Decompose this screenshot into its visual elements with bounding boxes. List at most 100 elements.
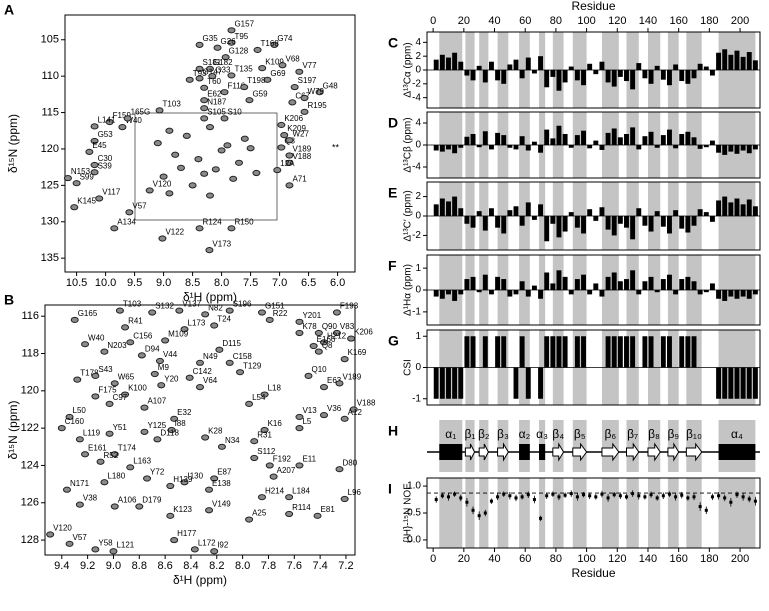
peak-label: G128 xyxy=(229,46,249,55)
bar xyxy=(470,276,476,290)
peak-label: Y58 xyxy=(98,539,113,548)
peak xyxy=(167,426,176,434)
peak xyxy=(270,41,279,48)
bar xyxy=(562,70,568,83)
peak xyxy=(210,475,219,482)
bar xyxy=(728,54,734,70)
x-tick-label: 140 xyxy=(639,15,657,27)
peak-label: K28 xyxy=(208,427,223,436)
peak xyxy=(177,164,185,171)
peak xyxy=(295,318,304,325)
bar xyxy=(740,56,746,70)
noe-point xyxy=(600,492,604,496)
bar xyxy=(728,290,734,297)
peak xyxy=(227,27,236,34)
noe-point xyxy=(446,495,450,499)
structure-shade xyxy=(572,478,587,548)
x-tick-label: 40 xyxy=(488,553,500,565)
peak xyxy=(155,357,164,365)
noe-point xyxy=(649,493,653,497)
peak xyxy=(349,406,358,413)
noe-point xyxy=(539,516,543,520)
bar xyxy=(525,290,531,297)
x-tick-label: 8.0 xyxy=(214,277,229,289)
peak-label: S43 xyxy=(98,365,113,374)
peak-label: E161 xyxy=(88,443,107,452)
x-tick-label: 180 xyxy=(700,15,718,27)
noe-point xyxy=(741,495,745,499)
bar xyxy=(691,281,697,290)
structure-shade xyxy=(667,478,679,548)
bar xyxy=(752,145,758,150)
x-axis-label: Residue xyxy=(571,0,615,13)
peak xyxy=(258,309,266,316)
peak-label: L163 xyxy=(133,456,151,465)
bar xyxy=(433,145,439,151)
bar xyxy=(562,336,568,368)
bar xyxy=(544,70,550,88)
peak xyxy=(227,225,236,232)
peak-label: E45 xyxy=(92,141,107,150)
plot-frame xyxy=(44,304,356,556)
bar xyxy=(476,145,482,148)
peak-label: T129 xyxy=(243,361,262,370)
peak-label: S132 xyxy=(155,302,174,311)
peak-label: V117 xyxy=(102,188,121,197)
bar xyxy=(648,336,654,368)
peak xyxy=(155,107,164,114)
bar xyxy=(617,336,623,368)
panel-letter: C xyxy=(388,35,398,51)
peak-label: V36 xyxy=(327,404,342,413)
bar xyxy=(697,209,703,216)
noe-point xyxy=(674,495,678,499)
peak-label: K209 xyxy=(287,124,306,133)
bar xyxy=(501,216,507,234)
bar xyxy=(605,276,611,290)
structure-shade xyxy=(539,478,546,548)
y-tick-label: 125 xyxy=(41,179,59,191)
strand xyxy=(601,442,620,462)
peak-label: W27 xyxy=(292,129,309,138)
zoom-box xyxy=(134,112,278,221)
peak-label: V188 xyxy=(357,399,376,408)
bar xyxy=(654,211,660,216)
x-tick-label: 6.5 xyxy=(301,277,316,289)
bar xyxy=(673,145,679,149)
bar xyxy=(568,212,574,216)
peak-label: R150 xyxy=(234,217,254,226)
peak xyxy=(320,411,328,419)
bar xyxy=(648,131,654,145)
bar xyxy=(446,290,451,295)
peak-label: R52 xyxy=(104,451,119,460)
x-tick-label: 100 xyxy=(577,15,595,27)
peak-label: A71 xyxy=(292,174,307,183)
bar xyxy=(593,283,599,290)
peak-label: G48 xyxy=(323,81,339,90)
peak xyxy=(81,451,90,458)
peak-label: L141 xyxy=(98,116,116,125)
peak xyxy=(110,503,119,510)
bar xyxy=(513,367,519,399)
x-tick-label: 0 xyxy=(430,15,436,27)
peak xyxy=(235,159,243,166)
panel-letter: H xyxy=(388,423,398,439)
peak-label: S10 xyxy=(228,107,243,116)
peak xyxy=(161,337,170,344)
bar xyxy=(446,57,451,70)
bar xyxy=(568,145,574,148)
bar xyxy=(617,70,623,77)
structure-shade xyxy=(497,478,509,548)
noe-point xyxy=(483,511,487,515)
bar xyxy=(464,336,470,368)
panel-letter: B xyxy=(4,292,14,308)
peak xyxy=(148,309,157,316)
peak xyxy=(340,495,349,503)
peak xyxy=(195,225,204,232)
bar xyxy=(722,49,728,70)
bar xyxy=(568,290,574,295)
peak-label: L18 xyxy=(268,384,282,393)
peak xyxy=(195,41,204,48)
peak-label: T60 xyxy=(207,77,221,86)
peak-label: K123 xyxy=(173,505,192,514)
peak xyxy=(159,173,168,180)
